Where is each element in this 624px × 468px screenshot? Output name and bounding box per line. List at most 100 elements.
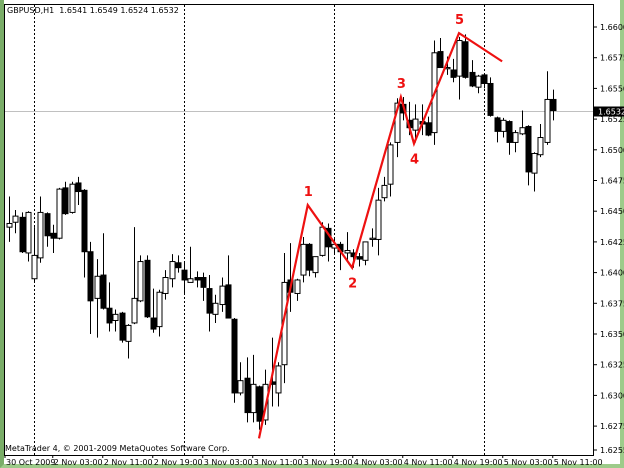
x-tick-label: 5 Nov 03:00: [504, 458, 553, 467]
candle-body-bull: [500, 119, 507, 132]
candle-body-bull: [37, 211, 44, 259]
candle-body-bear: [494, 117, 501, 132]
candle-body-bull: [237, 380, 244, 394]
candle-body-bull: [344, 249, 351, 254]
candle-body-bull: [375, 199, 382, 240]
candle-body-bull: [412, 118, 419, 131]
candle: [44, 212, 51, 247]
candle-body-bear: [144, 259, 151, 318]
candle-body-bear: [181, 269, 188, 281]
x-tick-label: 3 Nov 19:00: [304, 458, 353, 467]
candle: [12, 209, 19, 234]
y-tick-label: 1.6550: [600, 84, 624, 93]
candle-body-bull: [31, 254, 38, 280]
y-tick-label: 1.6575: [600, 54, 624, 63]
candle-body-bear: [19, 216, 26, 253]
x-tick-label: 5 Nov 11:00: [554, 458, 603, 467]
copyright-text: MetaTrader 4, © 2001-2009 MetaQuotes Sof…: [5, 444, 230, 453]
candle-body-bull: [394, 102, 401, 143]
candle-body-bull: [187, 278, 194, 283]
candle: [31, 227, 38, 283]
candle: [506, 120, 513, 155]
candle-body-bull: [544, 98, 551, 143]
candle-body-bear: [306, 243, 313, 271]
candle: [137, 255, 144, 303]
candle-body-bull: [369, 237, 376, 240]
candle: [100, 233, 107, 310]
y-tick-label: 1.6350: [600, 330, 624, 339]
candle-body-bear: [119, 312, 126, 341]
candle: [494, 116, 501, 143]
candle: [231, 318, 238, 403]
candle: [450, 58, 457, 83]
candle: [537, 124, 544, 158]
candle-body-bull: [156, 291, 163, 328]
candle-body-bull: [300, 243, 307, 276]
candle: [125, 324, 132, 359]
candle: [87, 241, 94, 334]
candle-body-bear: [481, 74, 488, 84]
candle-body-bull: [162, 277, 169, 294]
candle-body-bull: [250, 383, 257, 414]
candle: [75, 176, 82, 206]
x-tick-label: 3 Nov 03:00: [204, 458, 253, 467]
candle: [481, 73, 488, 89]
candle-body-bear: [450, 69, 457, 78]
candle: [244, 357, 251, 423]
candle: [294, 278, 301, 301]
candle: [475, 74, 482, 94]
candle: [512, 130, 519, 153]
candle-body-bear: [256, 386, 263, 422]
candle-body-bull: [519, 127, 526, 135]
candle: [19, 212, 26, 253]
candle-body-bear: [106, 307, 113, 324]
candle-body-bear: [356, 256, 363, 260]
y-tick-label: 1.6400: [600, 269, 624, 278]
candle-body-bear: [150, 317, 157, 330]
wave-label-1: 1: [304, 185, 313, 200]
current-price-tag: [594, 106, 624, 117]
candle-body-bull: [125, 324, 132, 342]
candle: [94, 259, 101, 338]
x-tick-label: 30 Oct 2009: [6, 458, 55, 467]
candle: [106, 282, 113, 332]
candle: [381, 176, 388, 202]
candle-body-bear: [231, 318, 238, 394]
plot-area[interactable]: [4, 4, 594, 456]
x-tick-label: 3 Nov 11:00: [254, 458, 303, 467]
y-tick-label: 1.6525: [600, 115, 624, 124]
candle: [300, 236, 307, 283]
candle-body-bull: [219, 285, 226, 306]
candle-body-bull: [319, 226, 326, 256]
candle: [462, 34, 469, 79]
candle-body-bull: [6, 222, 13, 228]
candle-body-bear: [100, 274, 107, 309]
candle-body-bear: [425, 122, 432, 136]
wave-label-5: 5: [455, 13, 464, 28]
y-tick-label: 1.6500: [600, 146, 624, 155]
x-tick-label: 2 Nov 03:00: [54, 458, 103, 467]
y-tick-label: 1.6450: [600, 207, 624, 216]
candle: [237, 362, 244, 396]
candle: [187, 246, 194, 283]
candle-body-bear: [506, 121, 513, 143]
candle-body-bear: [462, 41, 469, 78]
candle-body-bull: [531, 152, 538, 174]
candle: [387, 142, 394, 197]
candle: [144, 255, 151, 319]
candle-body-bull: [12, 215, 19, 223]
candle: [212, 294, 219, 323]
candle: [169, 254, 176, 288]
candle-body-bull: [212, 302, 219, 315]
candle-body-bear: [194, 277, 201, 281]
ohlc-readout: 1.6541 1.6549 1.6524 1.6532: [59, 6, 179, 15]
y-tick-label: 1.6425: [600, 238, 624, 247]
candle: [219, 277, 226, 312]
elliott-wave-line: [257, 31, 503, 439]
candle: [275, 362, 282, 407]
y-tick-label: 1.6600: [600, 23, 624, 32]
candle-body-bull: [25, 211, 32, 254]
x-tick-label: 4 Nov 19:00: [454, 458, 503, 467]
candle: [25, 211, 32, 262]
